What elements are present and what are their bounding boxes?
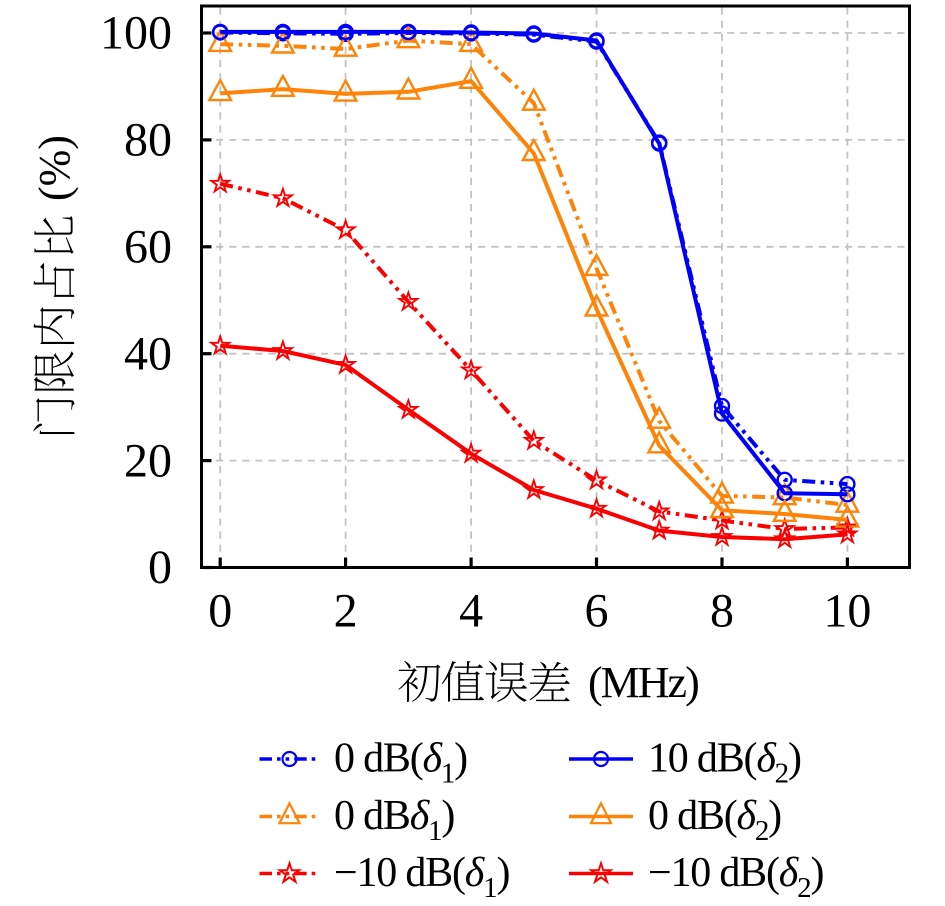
- svg-text:80: 80: [124, 114, 172, 167]
- svg-text:(%): (%): [30, 135, 79, 201]
- svg-text:20: 20: [124, 434, 172, 487]
- svg-text:8: 8: [710, 585, 734, 638]
- svg-text:2: 2: [334, 585, 358, 638]
- svg-text:−10 dB(δ1): −10 dB(δ1): [334, 850, 509, 904]
- svg-text:40: 40: [124, 327, 172, 380]
- svg-text:−10 dB(δ2): −10 dB(δ2): [648, 850, 823, 904]
- svg-text:6: 6: [585, 585, 609, 638]
- svg-text:0: 0: [148, 541, 172, 594]
- svg-text:0: 0: [208, 585, 232, 638]
- svg-text:0 dB(δ1): 0 dB(δ1): [334, 736, 467, 790]
- svg-text:(MHz): (MHz): [588, 658, 698, 707]
- svg-text:0 dBδ1): 0 dBδ1): [334, 793, 454, 847]
- svg-text:4: 4: [459, 585, 483, 638]
- svg-text:60: 60: [124, 221, 172, 274]
- svg-text:100: 100: [100, 7, 172, 60]
- svg-text:10: 10: [823, 585, 871, 638]
